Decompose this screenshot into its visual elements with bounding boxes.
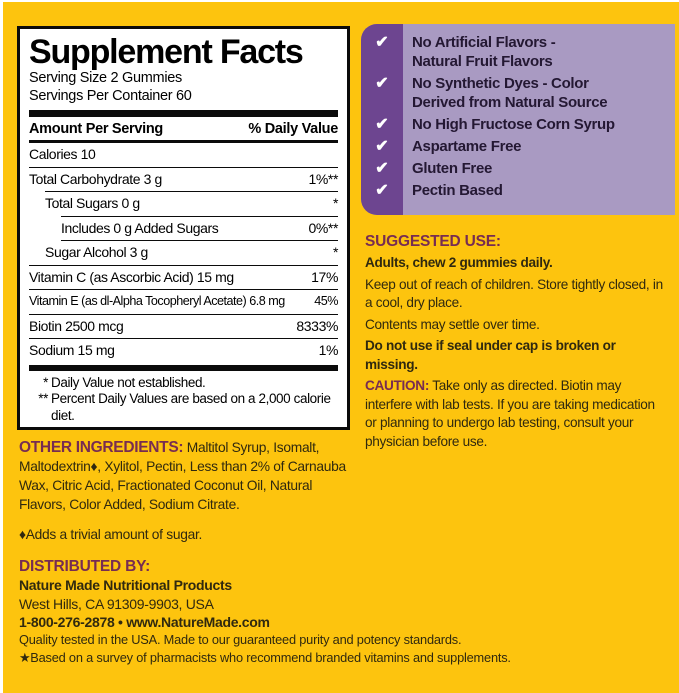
table-row-sugar-alcohol: Sugar Alcohol 3 g * [29,241,338,265]
row-name: Vitamin C (as Ascorbic Acid) 15 mg [29,268,234,285]
footnote-percent-dv: ** Percent Daily Values are based on a 2… [29,391,338,424]
distributor-contact: 1-800-276-2878 • www.NatureMade.com [19,614,270,630]
table-row-vitamin-e: Vitamin E (as dl-Alpha Tocopheryl Acetat… [29,290,338,314]
row-divider [29,264,338,266]
checklist-item-label: Aspartame Free [412,138,522,155]
row-dv: 1% [318,342,339,358]
footnote-marker: * [43,374,48,390]
row-divider [29,166,338,168]
caution-paragraph: CAUTION: Take only as directed. Biotin m… [365,377,667,451]
checklist-item-label: No High Fructose Corn Syrup [412,116,615,133]
label-line: Derived from Natural Source [412,94,608,111]
row-dv: 17% [311,268,338,285]
row-dv: 1%** [308,170,338,187]
footnote-text: Daily Value not established. [51,374,206,390]
pharmacist-survey-note: ★Based on a survey of pharmacists who re… [19,650,511,665]
row-name: Sodium 15 mg [29,342,115,358]
row-divider [29,338,338,339]
row-dv: 8333% [296,317,338,334]
table-row-calories: Calories 10 [29,143,338,167]
col-daily-value: % Daily Value [248,121,338,137]
label-line: No Artificial Flavors - [412,34,556,51]
footer: Quality tested in the USA. Made to our g… [19,631,669,667]
table-row-total-sugars: Total Sugars 0 g * [29,192,338,216]
table-header-row: Amount Per Serving % Daily Value [29,117,338,143]
row-name: Sugar Alcohol 3 g [45,244,148,260]
other-ingredients-heading: OTHER INGREDIENTS: [19,439,184,456]
sugar-footnote: ♦Adds a trivial amount of sugar. [19,527,203,542]
divider-thick [29,110,338,117]
distributed-by-heading: DISTRIBUTED BY: [19,558,151,575]
row-name: Total Carbohydrate 3 g [29,170,162,187]
row-divider [61,215,338,217]
row-divider [45,191,338,192]
row-divider [29,289,338,290]
checklist-item-pectin-based: ✔ Pectin Based [361,181,669,200]
checklist-accent-strip [361,24,403,215]
checklist-item-no-hfcs: ✔ No High Fructose Corn Syrup [361,115,669,134]
row-name: Total Sugars 0 g [45,195,140,211]
row-divider [61,240,338,241]
footnote-text: Percent Daily Values are based on a 2,00… [51,391,331,423]
row-dv: 0%** [308,219,338,236]
divider-thick [29,364,338,371]
check-icon: ✔ [375,160,389,177]
distributor-address: West Hills, CA 91309-9903, USA [19,595,214,612]
settling-note: Contents may settle over time. [365,316,540,332]
row-divider [29,313,338,315]
table-row-added-sugars: Includes 0 g Added Sugars 0%** [29,217,338,241]
check-icon: ✔ [375,116,389,133]
row-name: Includes 0 g Added Sugars [61,219,219,236]
table-row-biotin: Biotin 2500 mcg 8333% [29,315,338,339]
row-name: Biotin 2500 mcg [29,317,124,334]
supplement-facts-title: Supplement Facts [29,33,304,71]
col-amount-per-serving: Amount Per Serving [29,121,163,137]
checklist-item-label: Gluten Free [412,160,493,177]
caution-text: Take only as directed. Biotin may interf… [365,378,655,449]
table-row-sodium: Sodium 15 mg 1% [29,339,338,363]
checklist-item-label: No Synthetic Dyes - Color Derived from N… [403,74,608,112]
row-name: Calories 10 [29,146,96,162]
other-ingredients-paragraph: OTHER INGREDIENTS: Maltitol Syrup, Isoma… [19,438,359,514]
label-line: No Synthetic Dyes - Color [412,75,589,92]
storage-instruction: Keep out of reach of children. Store tig… [365,276,663,311]
row-dv: 45% [314,294,338,308]
other-ingredients-text: Maltitol Syrup, Isomalt, Maltodextrin♦, … [19,440,346,512]
checklist-item-label: Pectin Based [412,182,503,199]
check-icon: ✔ [375,182,389,199]
seal-warning: Do not use if seal under cap is broken o… [365,338,616,372]
distributor-name: Nature Made Nutritional Products [19,577,232,593]
row-dv: * [332,244,338,260]
checklist-item-no-artificial-flavors: ✔ No Artificial Flavors - Natural Fruit … [361,33,669,71]
usage-column: SUGGESTED USE: Adults, chew 2 gummies da… [365,232,667,451]
row-name: Vitamin E (as dl-Alpha Tocopheryl Acetat… [29,294,285,308]
check-icon: ✔ [375,75,389,92]
checklist-item-gluten-free: ✔ Gluten Free [361,159,669,178]
checklist-item-label: No Artificial Flavors - Natural Fruit Fl… [403,33,556,71]
supplement-facts-panel: Supplement Facts Serving Size 2 Gummies … [17,26,350,430]
benefits-checklist-panel: ✔ No Artificial Flavors - Natural Fruit … [361,24,675,215]
quality-statement: Quality tested in the USA. Made to our g… [19,632,462,647]
caution-heading: CAUTION: [365,378,430,393]
checklist-item-no-synthetic-dyes: ✔ No Synthetic Dyes - Color Derived from… [361,74,669,112]
serving-size: Serving Size 2 Gummies [29,70,182,86]
footnote-marker: ** [38,391,48,406]
distributor-block: DISTRIBUTED BY: Nature Made Nutritional … [19,557,359,632]
row-dv: * [332,195,338,211]
dose-instruction: Adults, chew 2 gummies daily. [365,255,553,270]
checklist-item-aspartame-free: ✔ Aspartame Free [361,137,669,156]
suggested-use-heading: SUGGESTED USE: [365,233,501,250]
label-line: Natural Fruit Flavors [412,53,553,70]
table-row-vitamin-c: Vitamin C (as Ascorbic Acid) 15 mg 17% [29,266,338,290]
footnotes: * Daily Value not established. ** Percen… [29,375,338,425]
check-icon: ✔ [375,34,389,51]
table-row-total-carbohydrate: Total Carbohydrate 3 g 1%** [29,168,338,192]
ingredients-column: OTHER INGREDIENTS: Maltitol Syrup, Isoma… [19,438,359,632]
servings-per-container: Servings Per Container 60 [29,87,192,104]
footnote-dv-not-established: * Daily Value not established. [29,375,338,392]
check-icon: ✔ [375,138,389,155]
